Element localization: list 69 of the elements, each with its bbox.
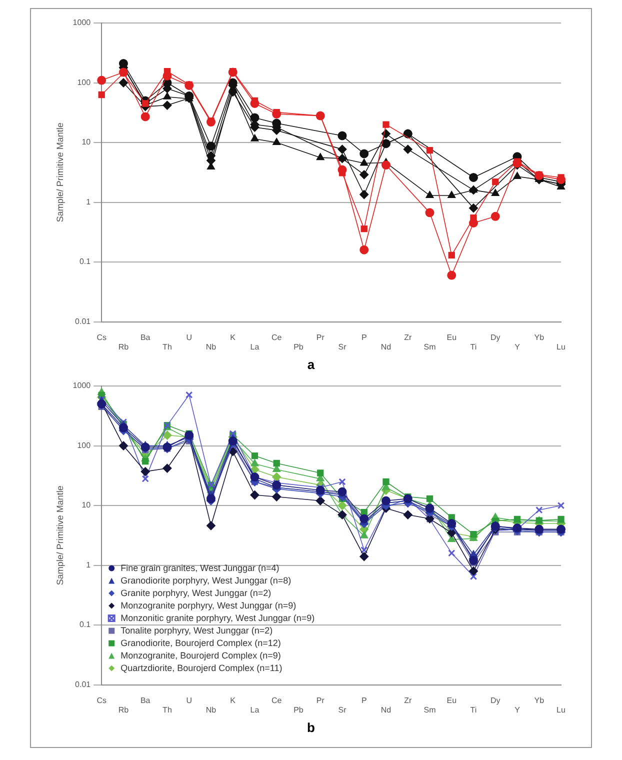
x-tick-label: U	[186, 332, 192, 342]
x-tick-label: K	[230, 332, 236, 342]
x-tick-label: Pb	[294, 705, 304, 714]
x-tick-label: La	[250, 342, 260, 352]
y-tick-label: 10	[82, 500, 92, 510]
x-tick-label: Th	[162, 342, 172, 352]
x-tick-label: Lu	[556, 705, 566, 714]
legend-label: Tonalite porphyry, West Junggar (n=2)	[120, 625, 273, 636]
x-tick-label: Eu	[446, 332, 457, 342]
x-tick-label: Cs	[96, 332, 106, 342]
x-tick-label: Ce	[271, 696, 282, 705]
y-tick-label: 100	[77, 440, 92, 450]
x-tick-label: Ti	[470, 705, 477, 714]
x-tick-label: Eu	[446, 696, 457, 705]
x-tick-label: Y	[514, 342, 521, 352]
y-tick-label: 0.1	[79, 620, 92, 630]
legend-label: Granite porphyry, West Junggar (n=2)	[120, 588, 272, 598]
x-tick-label: Pr	[316, 332, 325, 342]
y-tick-label: 1	[86, 560, 92, 570]
x-tick-label: Nd	[380, 342, 392, 352]
x-tick-label: Nb	[206, 705, 217, 714]
x-tick-label: Lu	[556, 342, 566, 352]
legend-label: Quartzdiorite, Bourojerd Complex (n=11)	[120, 662, 282, 673]
x-tick-label: Yb	[534, 696, 545, 705]
x-tick-label: Th	[162, 705, 172, 714]
y-tick-label: 0.1	[79, 257, 92, 266]
x-tick-label: Zr	[404, 332, 412, 342]
x-tick-label: P	[361, 696, 367, 705]
legend-label: Fine grain granites, West Junggar (n=4)	[120, 562, 280, 573]
x-tick-label: Zr	[404, 696, 412, 705]
text: b	[306, 719, 316, 737]
x-tick-label: Sm	[424, 342, 436, 352]
x-tick-label: Y	[514, 705, 521, 714]
y-tick-label: 0.01	[75, 317, 92, 326]
x-tick-label: La	[250, 705, 260, 714]
x-tick-label: Pb	[294, 342, 304, 352]
x-tick-label: Ba	[140, 332, 151, 342]
legend-label: Granodiorite, Bourojerd Complex (n=12)	[120, 638, 281, 648]
legend-label: Monzonitic granite porphyry, West Junggar (n=9)	[120, 612, 315, 623]
x-tick-label: K	[230, 696, 236, 705]
text: a	[306, 356, 316, 374]
x-tick-label: Sm	[424, 705, 436, 714]
x-tick-label: U	[186, 696, 192, 705]
legend-label: Granodiorite porphyry, West Junggar (n=8)	[120, 575, 292, 586]
x-tick-label: Pr	[316, 696, 325, 705]
x-tick-label: Sr	[338, 705, 347, 714]
x-tick-label: Dy	[490, 696, 500, 705]
y-axis-title: Sample/ Primitive Mantle	[54, 486, 65, 586]
legend-label: Monzogranite porphyry, West Junggar (n=9)	[120, 600, 296, 610]
x-tick-label: Nb	[206, 342, 217, 352]
y-tick-label: 0.01	[75, 680, 92, 690]
x-tick-label: Rb	[118, 705, 130, 714]
legend-label: Monzogranite, Bourojerd Complex (n=9)	[120, 650, 281, 660]
y-tick-label: 100	[77, 78, 92, 87]
y-tick-label: 1000	[72, 18, 92, 28]
x-tick-label: Ce	[271, 332, 282, 342]
x-tick-label: Ti	[470, 342, 477, 352]
x-tick-label: Ba	[140, 696, 151, 705]
x-tick-label: Cs	[96, 696, 106, 705]
x-tick-label: Yb	[534, 332, 545, 342]
y-axis-title: Sample/ Primitive Mantle	[54, 122, 65, 222]
y-tick-label: 1	[86, 197, 92, 206]
y-tick-label: 10	[82, 138, 92, 147]
x-tick-label: P	[361, 332, 367, 342]
x-tick-label: Nd	[380, 705, 392, 714]
y-tick-label: 1000	[72, 381, 92, 390]
x-tick-label: Dy	[490, 332, 500, 342]
x-tick-label: Sr	[338, 342, 347, 352]
x-tick-label: Rb	[118, 342, 130, 352]
